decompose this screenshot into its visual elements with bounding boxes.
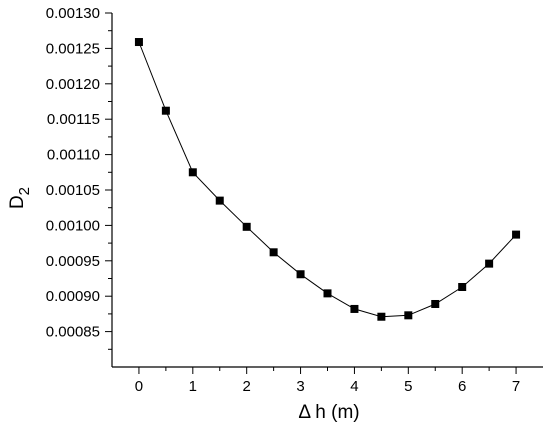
- data-point: [134, 38, 143, 47]
- x-tick-label: 4: [350, 378, 358, 395]
- chart-ticks: 0 1 2 3 4 5 6 7 0.00085 0.00090 0.00095 0.00100 0.00…: [46, 5, 520, 395]
- chart-plot-area: [134, 38, 521, 321]
- y-tick-label: 0.00110: [47, 147, 100, 164]
- y-tick-label: 0.00130: [46, 5, 100, 22]
- y-tick-label: 0.00095: [46, 253, 100, 270]
- y-tick-label: 0.00100: [46, 217, 100, 234]
- x-tick-label: 6: [458, 378, 466, 395]
- data-point: [215, 196, 224, 205]
- data-point: [485, 259, 494, 268]
- x-tick-label: 3: [296, 378, 304, 395]
- data-point: [323, 289, 332, 298]
- y-tick-label: 0.00125: [46, 40, 100, 57]
- data-point: [512, 230, 521, 239]
- y-tick-label: 0.00105: [46, 182, 100, 199]
- data-point: [161, 106, 170, 115]
- y-tick-label: 0.00085: [46, 324, 100, 341]
- data-point: [350, 304, 359, 313]
- data-point: [431, 299, 440, 308]
- y-tick-label: 0.00115: [47, 111, 100, 128]
- data-point: [269, 248, 278, 257]
- data-point: [404, 311, 413, 320]
- y-axis-title-subscript: 2: [16, 187, 33, 195]
- x-tick-label: 5: [404, 378, 412, 395]
- y-tick-label: 0.00120: [46, 76, 100, 93]
- y-axis-title-main: D: [7, 195, 28, 209]
- data-point: [458, 282, 467, 291]
- chart-axes: [111, 13, 543, 368]
- data-point: [188, 168, 197, 177]
- svg-text:D2: D2: [7, 187, 33, 209]
- data-point: [377, 312, 386, 321]
- data-point: [242, 222, 251, 231]
- series-line: [138, 41, 517, 318]
- x-axis-title: Δ h (m): [298, 402, 359, 423]
- y-axis-title: D2: [7, 187, 33, 209]
- x-tick-label: 2: [243, 378, 251, 395]
- x-tick-label: 1: [189, 378, 197, 395]
- x-tick-label: 0: [135, 378, 143, 395]
- x-tick-label: 7: [512, 378, 520, 395]
- y-tick-label: 0.00090: [46, 288, 100, 305]
- data-point: [296, 270, 305, 279]
